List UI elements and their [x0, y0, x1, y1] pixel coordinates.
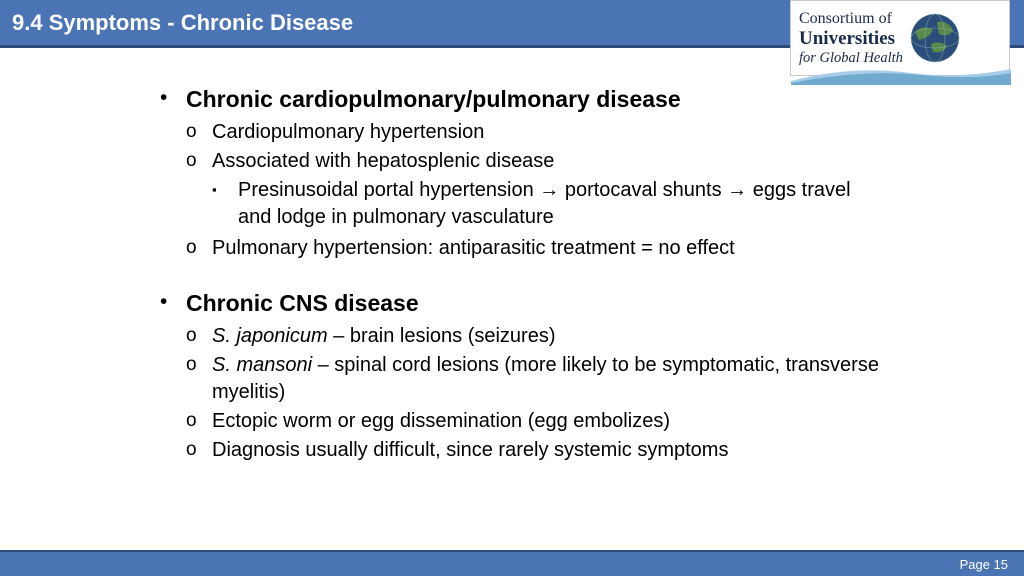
item-text: Diagnosis usually difficult, since rarel…	[212, 437, 728, 464]
bullet-icon: •	[160, 288, 186, 319]
circle-bullet-icon: o	[186, 323, 212, 350]
section-cns: • Chronic CNS disease o S. japonicum – b…	[160, 288, 944, 464]
bullet-icon: •	[160, 84, 186, 115]
item-text: Cardiopulmonary hypertension	[212, 119, 484, 146]
item-text: S. mansoni – spinal cord lesions (more l…	[212, 352, 944, 406]
footer-bar: Page 15	[0, 550, 1024, 576]
item-text: S. japonicum – brain lesions (seizures)	[212, 323, 556, 350]
list-item: ▪ Presinusoidal portal hypertension → po…	[212, 177, 944, 231]
item-text: Presinusoidal portal hypertension → port…	[238, 177, 944, 231]
circle-bullet-icon: o	[186, 352, 212, 406]
section-cardiopulmonary: • Chronic cardiopulmonary/pulmonary dise…	[160, 84, 944, 262]
square-bullet-icon: ▪	[212, 177, 238, 231]
item-text: Associated with hepatosplenic disease	[212, 148, 554, 175]
list-item: o S. mansoni – spinal cord lesions (more…	[186, 352, 944, 406]
list-item: o Ectopic worm or egg dissemination (egg…	[186, 408, 944, 435]
slide-content: • Chronic cardiopulmonary/pulmonary dise…	[0, 48, 1024, 464]
circle-bullet-icon: o	[186, 119, 212, 146]
globe-icon	[909, 12, 961, 64]
logo-text: Consortium of Universities for Global He…	[799, 10, 903, 67]
section-heading: Chronic cardiopulmonary/pulmonary diseas…	[186, 84, 681, 115]
list-item: o Pulmonary hypertension: antiparasitic …	[186, 235, 944, 262]
item-text: Ectopic worm or egg dissemination (egg e…	[212, 408, 670, 435]
circle-bullet-icon: o	[186, 408, 212, 435]
bullet-list: • Chronic cardiopulmonary/pulmonary dise…	[160, 84, 944, 464]
logo-box: Consortium of Universities for Global He…	[790, 0, 1010, 76]
list-item: o Diagnosis usually difficult, since rar…	[186, 437, 944, 464]
item-text: Pulmonary hypertension: antiparasitic tr…	[212, 235, 735, 262]
list-item: o S. japonicum – brain lesions (seizures…	[186, 323, 944, 350]
list-item: o Cardiopulmonary hypertension	[186, 119, 944, 146]
circle-bullet-icon: o	[186, 148, 212, 175]
logo-line1: Consortium of	[799, 10, 903, 28]
circle-bullet-icon: o	[186, 235, 212, 262]
slide-title: 9.4 Symptoms - Chronic Disease	[12, 10, 353, 36]
logo-line2: Universities	[799, 28, 903, 50]
list-item: o Associated with hepatosplenic disease	[186, 148, 944, 175]
swoosh-icon	[791, 63, 1011, 85]
page-number: Page 15	[960, 557, 1008, 572]
section-heading: Chronic CNS disease	[186, 288, 419, 319]
circle-bullet-icon: o	[186, 437, 212, 464]
